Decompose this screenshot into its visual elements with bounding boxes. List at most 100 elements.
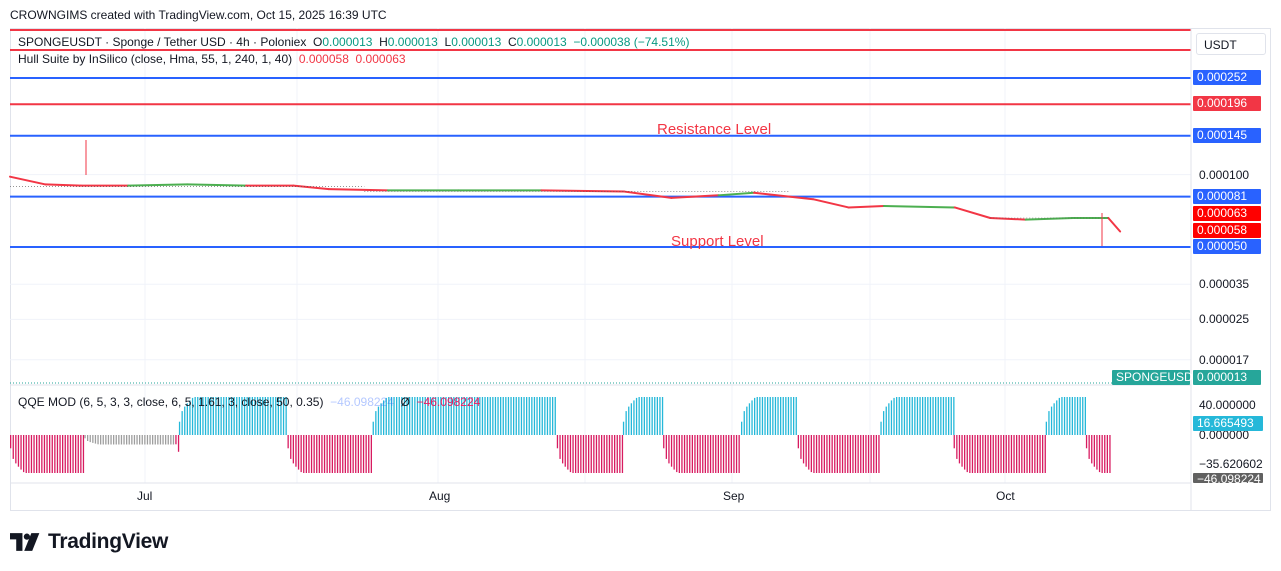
qqe-bar <box>1045 421 1047 435</box>
qqe-bar <box>885 406 887 435</box>
hull-segment <box>882 205 956 209</box>
qqe-bar <box>969 435 971 473</box>
qqe-value-badge: 16.665493 <box>1193 416 1263 431</box>
qqe-bar <box>831 435 833 473</box>
qqe-bar <box>601 435 603 473</box>
qqe-bar <box>12 435 14 459</box>
qqe-bar <box>751 400 753 435</box>
qqe-bar <box>935 397 937 435</box>
symbol-legend[interactable]: SPONGEUSDT · Sponge / Tether USD · 4h · … <box>18 35 689 49</box>
qqe-bar <box>663 435 665 449</box>
qqe-bar <box>953 397 955 435</box>
qqe-bar <box>336 435 339 473</box>
qqe-bar <box>105 435 107 445</box>
qqe-bar <box>549 397 551 435</box>
qqe-bar <box>683 435 686 473</box>
qqe-bar <box>1091 435 1093 464</box>
qqe-bar <box>608 435 611 473</box>
qqe-bar <box>1096 435 1098 470</box>
qqe-bar <box>390 397 393 435</box>
qqe-bar <box>256 397 259 435</box>
qqe-bar <box>854 435 857 473</box>
currency-selector[interactable]: USDT <box>1196 33 1266 55</box>
qqe-bar <box>184 406 186 435</box>
qqe-bar <box>453 397 455 435</box>
qqe-bar <box>497 397 499 435</box>
hull-segment <box>9 175 47 186</box>
qqe-bar <box>49 435 51 473</box>
qqe-bar <box>292 435 294 464</box>
qqe-bar <box>230 397 233 435</box>
qqe-bar <box>1079 397 1081 435</box>
qqe-bar <box>458 397 460 435</box>
qqe-bar <box>787 397 790 435</box>
qqe-bar <box>51 435 53 473</box>
qqe-bar <box>1016 435 1018 473</box>
hull-segment <box>717 191 756 197</box>
qqe-bar <box>269 397 272 435</box>
qqe-bar <box>489 397 491 435</box>
qqe-bar <box>295 435 297 467</box>
qqe-bar <box>590 435 592 473</box>
qqe-bar <box>215 397 217 435</box>
qqe-bar <box>964 435 966 470</box>
qqe-bar <box>681 435 683 473</box>
qqe-bar <box>927 397 929 435</box>
hull-segment <box>847 205 885 209</box>
qqe-bar <box>984 435 987 473</box>
qqe-bar <box>280 397 282 435</box>
qqe-bar <box>372 421 374 435</box>
qqe-bar <box>844 435 846 473</box>
tradingview-logo[interactable]: TradingView <box>10 530 168 554</box>
qqe-legend[interactable]: QQE MOD (6, 5, 3, 3, close, 6, 5, 1.61, … <box>18 395 480 409</box>
qqe-bar <box>1005 435 1007 473</box>
qqe-bar <box>377 406 380 435</box>
qqe-bar <box>661 397 664 435</box>
qqe-bar <box>118 435 120 445</box>
qqe-bar <box>1042 435 1044 473</box>
qqe-bar <box>841 435 844 473</box>
qqe-bar <box>598 435 600 473</box>
hull-segment <box>1024 216 1074 221</box>
qqe-bar <box>38 435 40 473</box>
time-tick-label: Jul <box>137 489 153 503</box>
qqe-bar <box>396 397 398 435</box>
qqe-bar <box>754 397 756 435</box>
qqe-bar <box>813 435 815 473</box>
qqe-bar <box>940 397 942 435</box>
qqe-bar <box>852 435 854 473</box>
qqe-bar <box>1003 435 1005 473</box>
hull-legend[interactable]: Hull Suite by InSilico (close, Hma, 55, … <box>18 52 406 66</box>
qqe-bar <box>352 435 354 473</box>
qqe-bar <box>241 397 243 435</box>
qqe-bar <box>559 435 561 459</box>
qqe-bar <box>1098 435 1101 473</box>
qqe-bar <box>857 435 859 473</box>
qqe-bar <box>741 421 743 435</box>
qqe-bar <box>342 435 344 473</box>
qqe-bar <box>659 397 661 435</box>
qqe-bar <box>329 435 331 473</box>
qqe-bar <box>834 435 836 473</box>
price-level-badge: 0.000050 <box>1193 239 1261 254</box>
qqe-bar <box>275 397 277 435</box>
qqe-bar <box>326 435 328 473</box>
qqe-bar <box>942 397 945 435</box>
qqe-bar <box>800 435 802 459</box>
qqe-bar <box>141 435 143 445</box>
qqe-bar <box>826 435 828 473</box>
qqe-icon: Ø <box>400 395 410 409</box>
qqe-bar <box>368 435 370 473</box>
qqe-bar <box>388 397 390 435</box>
qqe-bar <box>385 397 387 435</box>
hull-value-1: 0.000058 <box>298 52 349 66</box>
qqe-bar <box>461 397 463 435</box>
hull-value-badge: 0.000058 <box>1193 223 1261 238</box>
time-tick-label: Oct <box>996 489 1015 503</box>
qqe-bar <box>526 397 528 435</box>
qqe-bar <box>802 435 805 464</box>
qqe-bar <box>1066 397 1068 435</box>
qqe-bar <box>686 435 688 473</box>
qqe-bar <box>728 435 730 473</box>
